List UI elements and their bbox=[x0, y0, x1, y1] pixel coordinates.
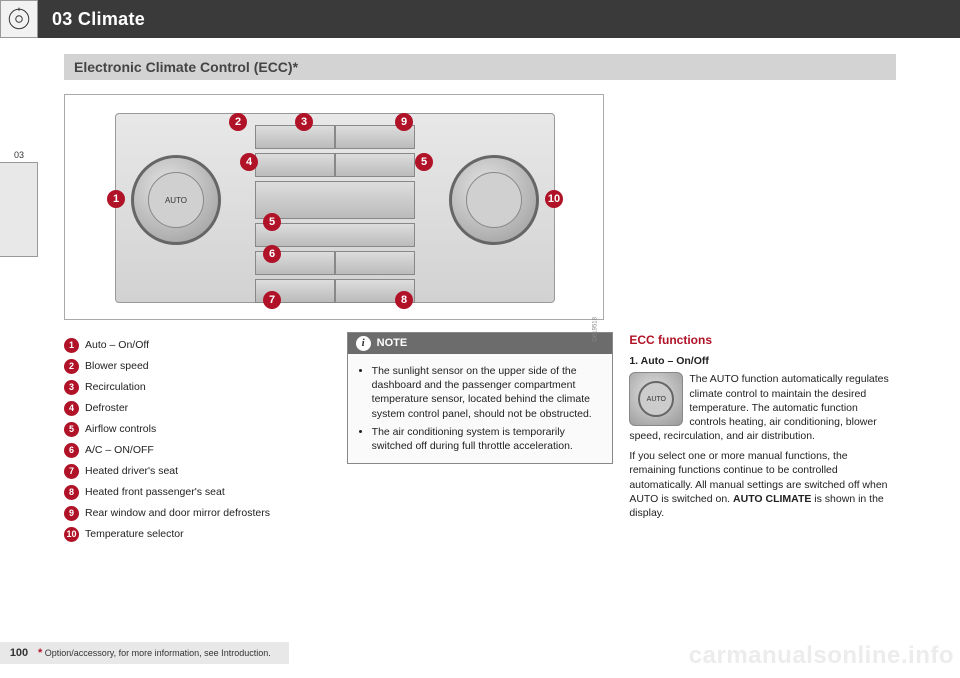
note-bullet: The sunlight sensor on the upper side of… bbox=[372, 364, 603, 421]
legend-item: 1 Auto – On/Off bbox=[64, 338, 331, 353]
legend-item: 10 Temperature selector bbox=[64, 527, 331, 542]
legend-item: 3 Recirculation bbox=[64, 380, 331, 395]
button-row-1 bbox=[255, 125, 415, 149]
button-row-2 bbox=[255, 153, 415, 177]
diagram-marker-4: 4 bbox=[240, 153, 258, 171]
legend-number: 8 bbox=[64, 485, 79, 500]
diagram-marker-9: 9 bbox=[395, 113, 413, 131]
legend-text: Auto – On/Off bbox=[85, 338, 149, 352]
legend-text: Defroster bbox=[85, 401, 128, 415]
legend-item: 7 Heated driver's seat bbox=[64, 464, 331, 479]
legend-text: A/C – ON/OFF bbox=[85, 443, 154, 457]
legend-number: 10 bbox=[64, 527, 79, 542]
dial-temp-inner bbox=[466, 172, 522, 228]
diagram-marker-2: 2 bbox=[229, 113, 247, 131]
note-box: i NOTE The sunlight sensor on the upper … bbox=[347, 332, 614, 464]
legend-number: 9 bbox=[64, 506, 79, 521]
note-column: i NOTE The sunlight sensor on the upper … bbox=[347, 332, 614, 548]
page-header: 03 Climate bbox=[0, 0, 960, 38]
functions-title: ECC functions bbox=[629, 332, 896, 348]
note-bullet: The air conditioning system is temporari… bbox=[372, 425, 603, 453]
auto-thumb: AUTO bbox=[629, 372, 683, 426]
legend-item: 9 Rear window and door mirror defrosters bbox=[64, 506, 331, 521]
section-heading: Electronic Climate Control (ECC)* bbox=[64, 54, 896, 80]
page-number: 100 bbox=[0, 647, 38, 659]
side-tab-body bbox=[0, 162, 38, 257]
info-icon: i bbox=[356, 336, 371, 351]
diagram-marker-10: 10 bbox=[545, 190, 563, 208]
auto-thumb-label: AUTO bbox=[638, 381, 674, 417]
legend-text: Temperature selector bbox=[85, 527, 184, 541]
watermark: carmanualsonline.info bbox=[689, 642, 954, 670]
diagram-marker-5: 5 bbox=[263, 213, 281, 231]
dial-auto: AUTO bbox=[131, 155, 221, 245]
legend-number: 7 bbox=[64, 464, 79, 479]
legend-item: 8 Heated front passenger's seat bbox=[64, 485, 331, 500]
legend-text: Heated driver's seat bbox=[85, 464, 178, 478]
diagram-marker-7: 7 bbox=[263, 291, 281, 309]
legend-item: 5 Airflow controls bbox=[64, 422, 331, 437]
footnote: * Option/accessory, for more information… bbox=[38, 647, 271, 659]
functions-subheading: 1. Auto – On/Off bbox=[629, 354, 896, 368]
legend-text: Rear window and door mirror defrosters bbox=[85, 506, 270, 520]
legend-item: 6 A/C – ON/OFF bbox=[64, 443, 331, 458]
diagram-marker-6: 6 bbox=[263, 245, 281, 263]
legend-item: 4 Defroster bbox=[64, 401, 331, 416]
ecc-diagram: AUTO G019518 123455678910 bbox=[64, 94, 604, 320]
legend-text: Heated front passenger's seat bbox=[85, 485, 225, 499]
legend-text: Recirculation bbox=[85, 380, 146, 394]
legend-number: 4 bbox=[64, 401, 79, 416]
note-heading: i NOTE bbox=[348, 333, 613, 354]
legend-number: 2 bbox=[64, 359, 79, 374]
legend-number: 1 bbox=[64, 338, 79, 353]
note-body: The sunlight sensor on the upper side of… bbox=[348, 354, 613, 463]
diagram-marker-1: 1 bbox=[107, 190, 125, 208]
legend-number: 3 bbox=[64, 380, 79, 395]
functions-column: ECC functions 1. Auto – On/Off AUTO The … bbox=[629, 332, 896, 548]
legend-text: Airflow controls bbox=[85, 422, 156, 436]
content-columns: 1 Auto – On/Off 2 Blower speed 3 Recirculatio… bbox=[64, 332, 896, 548]
side-tab-label: 03 bbox=[0, 150, 38, 160]
legend-number: 5 bbox=[64, 422, 79, 437]
image-reference: G019518 bbox=[593, 317, 599, 342]
legend-column: 1 Auto – On/Off 2 Blower speed 3 Recirculatio… bbox=[64, 332, 331, 548]
chapter-title: 03 Climate bbox=[52, 9, 145, 30]
dial-temp bbox=[449, 155, 539, 245]
legend-number: 6 bbox=[64, 443, 79, 458]
climate-icon bbox=[0, 0, 38, 38]
legend-item: 2 Blower speed bbox=[64, 359, 331, 374]
dial-auto-label: AUTO bbox=[148, 172, 204, 228]
legend-text: Blower speed bbox=[85, 359, 149, 373]
note-label: NOTE bbox=[377, 336, 408, 351]
side-tab: 03 bbox=[0, 150, 38, 257]
diagram-marker-5: 5 bbox=[415, 153, 433, 171]
diagram-marker-3: 3 bbox=[295, 113, 313, 131]
diagram-marker-8: 8 bbox=[395, 291, 413, 309]
functions-paragraph-2: If you select one or more manual functio… bbox=[629, 449, 896, 520]
button-row-3 bbox=[255, 181, 415, 219]
page-footer: 100 * Option/accessory, for more informa… bbox=[0, 642, 289, 664]
